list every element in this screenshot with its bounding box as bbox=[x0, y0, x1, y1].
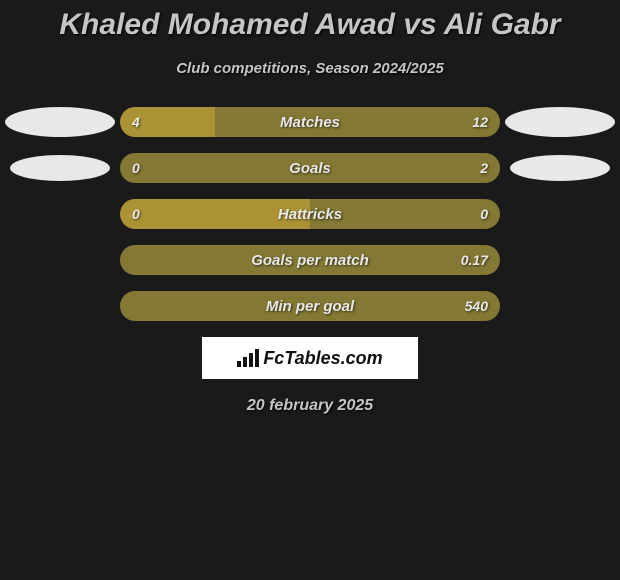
stat-label: Goals bbox=[120, 153, 500, 183]
comparison-infographic: Khaled Mohamed Awad vs Ali Gabr Club com… bbox=[0, 0, 620, 415]
barchart-icon bbox=[237, 349, 259, 367]
stat-bar: Min per goal540 bbox=[120, 291, 500, 321]
stat-value-right: 2 bbox=[480, 153, 488, 183]
stat-label: Min per goal bbox=[120, 291, 500, 321]
team-badge-left bbox=[5, 107, 115, 137]
stat-row: 0Hattricks0 bbox=[0, 199, 620, 229]
team-badge-right bbox=[505, 107, 615, 137]
stat-rows: 4Matches120Goals20Hattricks0Goals per ma… bbox=[0, 107, 620, 321]
stat-row: 4Matches12 bbox=[0, 107, 620, 137]
stat-value-right: 540 bbox=[465, 291, 488, 321]
right-badge-slot bbox=[500, 107, 620, 137]
subtitle: Club competitions, Season 2024/2025 bbox=[0, 60, 620, 77]
team-badge-right bbox=[510, 155, 610, 181]
stat-row: 0Goals2 bbox=[0, 153, 620, 183]
left-badge-slot bbox=[0, 107, 120, 137]
stat-value-right: 0 bbox=[480, 199, 488, 229]
stat-bar: Goals per match0.17 bbox=[120, 245, 500, 275]
stat-row: Min per goal540 bbox=[0, 291, 620, 321]
logo-text: FcTables.com bbox=[263, 348, 382, 369]
team-badge-left bbox=[10, 155, 110, 181]
stat-label: Goals per match bbox=[120, 245, 500, 275]
stat-value-right: 0.17 bbox=[461, 245, 488, 275]
stat-label: Hattricks bbox=[120, 199, 500, 229]
left-badge-slot bbox=[0, 155, 120, 181]
stat-bar: 0Goals2 bbox=[120, 153, 500, 183]
stat-bar: 0Hattricks0 bbox=[120, 199, 500, 229]
source-logo[interactable]: FcTables.com bbox=[202, 337, 418, 379]
stat-bar: 4Matches12 bbox=[120, 107, 500, 137]
stat-row: Goals per match0.17 bbox=[0, 245, 620, 275]
right-badge-slot bbox=[500, 155, 620, 181]
date-label: 20 february 2025 bbox=[0, 397, 620, 415]
stat-label: Matches bbox=[120, 107, 500, 137]
stat-value-right: 12 bbox=[472, 107, 488, 137]
page-title: Khaled Mohamed Awad vs Ali Gabr bbox=[0, 8, 620, 42]
